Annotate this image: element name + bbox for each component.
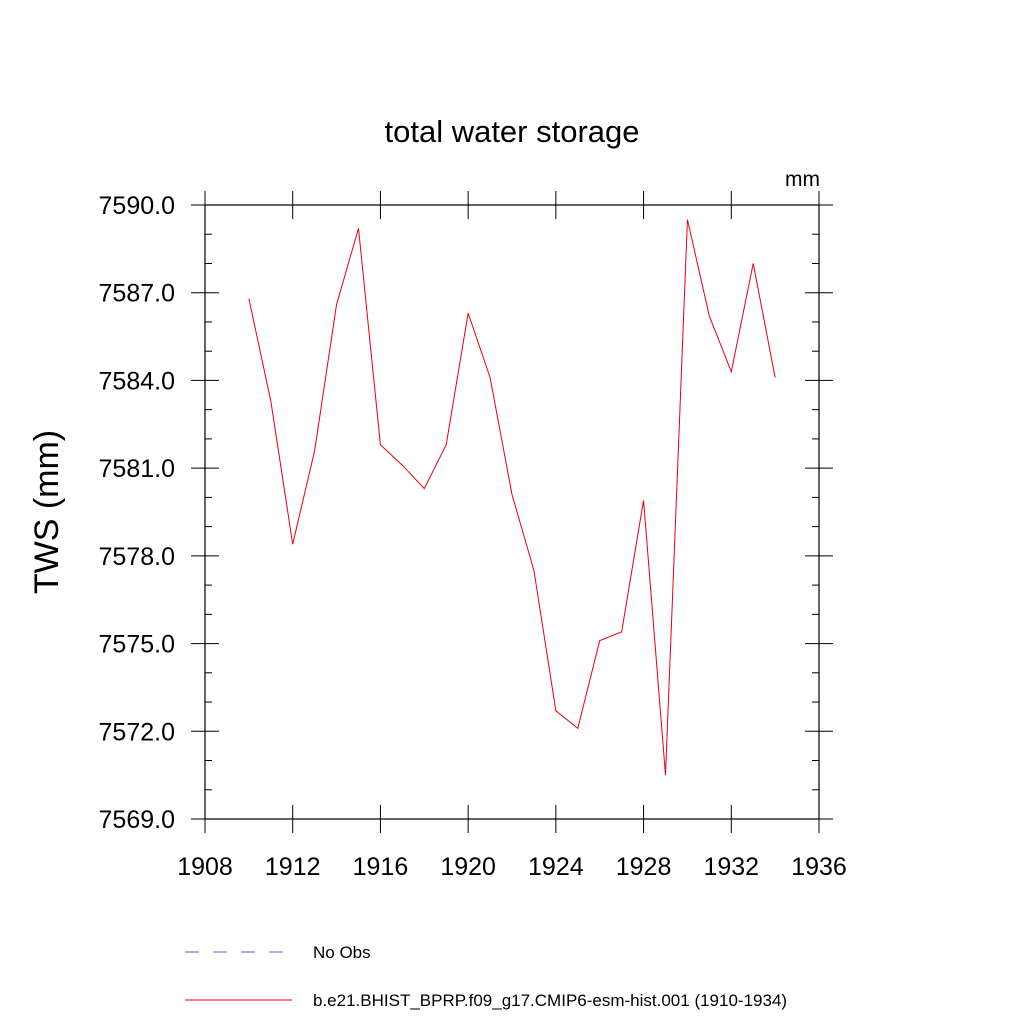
x-tick-label: 1928 bbox=[616, 853, 672, 881]
chart-title: total water storage bbox=[384, 114, 639, 149]
x-tick-label: 1920 bbox=[440, 853, 496, 881]
y-tick-label: 7587.0 bbox=[99, 280, 175, 308]
x-tick-label: 1916 bbox=[353, 853, 409, 881]
x-tick-label: 1936 bbox=[791, 853, 847, 881]
tick-labels: 1908 1912 1916 1920 1924 1928 1932 1936 7569.0 75… bbox=[99, 192, 847, 881]
x-tick-label: 1908 bbox=[177, 853, 233, 881]
series-line-0 bbox=[248, 219, 776, 776]
legend-label-no-obs: No Obs bbox=[313, 943, 371, 962]
y-tick-label: 7584.0 bbox=[99, 367, 175, 395]
plot-frame bbox=[204, 204, 820, 820]
legend: No Obs b.e21.BHIST_BPRP.f09_g17.CMIP6-es… bbox=[185, 943, 787, 1010]
series-group bbox=[248, 219, 776, 776]
y-tick-label: 7590.0 bbox=[99, 192, 175, 220]
y-tick-label: 7569.0 bbox=[99, 806, 175, 834]
y-axis-label: TWS (mm) bbox=[28, 430, 66, 594]
units-label: mm bbox=[785, 168, 820, 191]
x-tick-label: 1924 bbox=[528, 853, 584, 881]
y-tick-label: 7572.0 bbox=[99, 718, 175, 746]
legend-label-model: b.e21.BHIST_BPRP.f09_g17.CMIP6-esm-hist.… bbox=[313, 991, 787, 1010]
y-tick-label: 7575.0 bbox=[99, 631, 175, 659]
y-tick-label: 7578.0 bbox=[99, 543, 175, 571]
y-tick-label: 7581.0 bbox=[99, 455, 175, 483]
x-tick-label: 1912 bbox=[265, 853, 321, 881]
x-tick-label: 1932 bbox=[703, 853, 759, 881]
